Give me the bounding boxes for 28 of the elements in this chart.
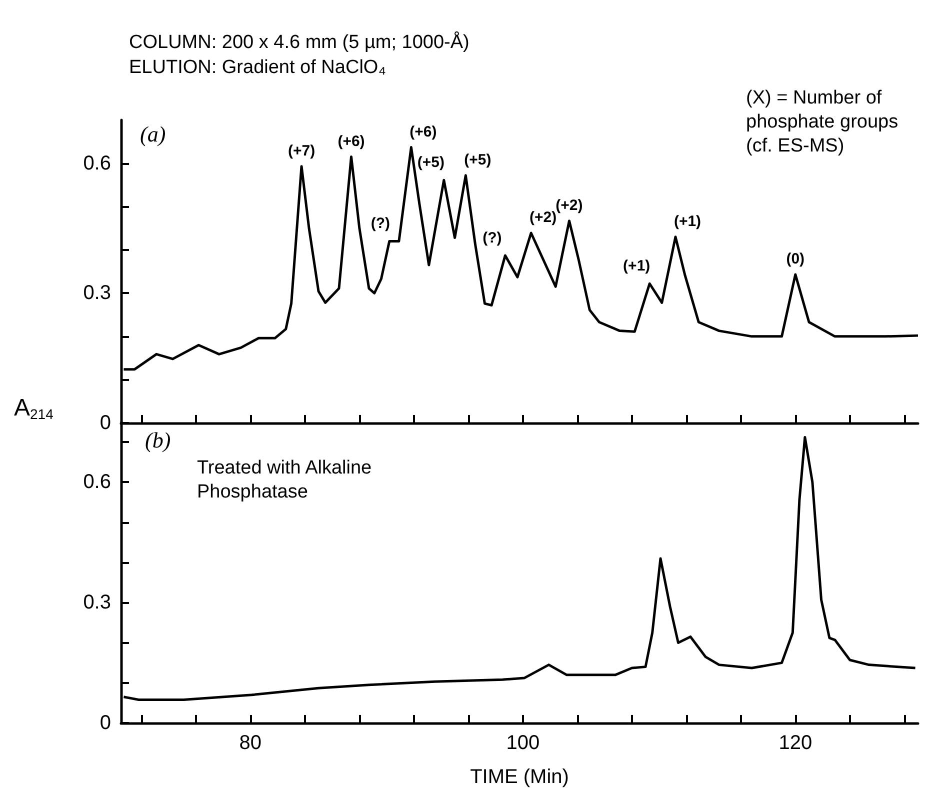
- annotation: (+5): [417, 154, 444, 172]
- annotation: (+6): [338, 132, 365, 150]
- annotation: (a): [140, 122, 166, 146]
- y-tick-label: 0.3: [83, 592, 111, 614]
- annotation: (0): [786, 250, 805, 268]
- chart-subtitle: ELUTION: Gradient of NaClO₄: [129, 57, 386, 78]
- x-tick-label: 80: [239, 732, 262, 754]
- annotation: (X) = Number of phosphate groups (cf. ES-MS): [746, 88, 904, 156]
- annotation: (+7): [288, 142, 316, 160]
- x-tick-label: 100: [506, 732, 540, 754]
- annotation: (?): [370, 215, 390, 232]
- y-tick-label: 0.6: [83, 471, 111, 494]
- annotation: (+1): [674, 212, 702, 230]
- y-tick-label: 0: [100, 412, 111, 434]
- annotation: (+5): [464, 151, 492, 168]
- annotation: Treated with Alkaline Phosphatase: [197, 458, 377, 502]
- chart-title: COLUMN: 200 x 4.6 mm (5 µm; 1000-Å): [129, 31, 470, 53]
- annotation: (+1): [623, 258, 650, 275]
- y-tick-label: 0.6: [83, 152, 111, 174]
- annotation: (+2): [530, 208, 557, 226]
- annotation: (+2): [556, 196, 583, 214]
- x-axis-title: TIME (Min): [470, 766, 569, 788]
- y-tick-label: 0.3: [83, 282, 111, 304]
- annotation: (+6): [410, 123, 437, 140]
- annotation: (b): [145, 428, 171, 452]
- x-tick-label: 120: [778, 732, 812, 754]
- annotation: (?): [482, 229, 502, 246]
- y-tick-label: 0: [100, 712, 111, 734]
